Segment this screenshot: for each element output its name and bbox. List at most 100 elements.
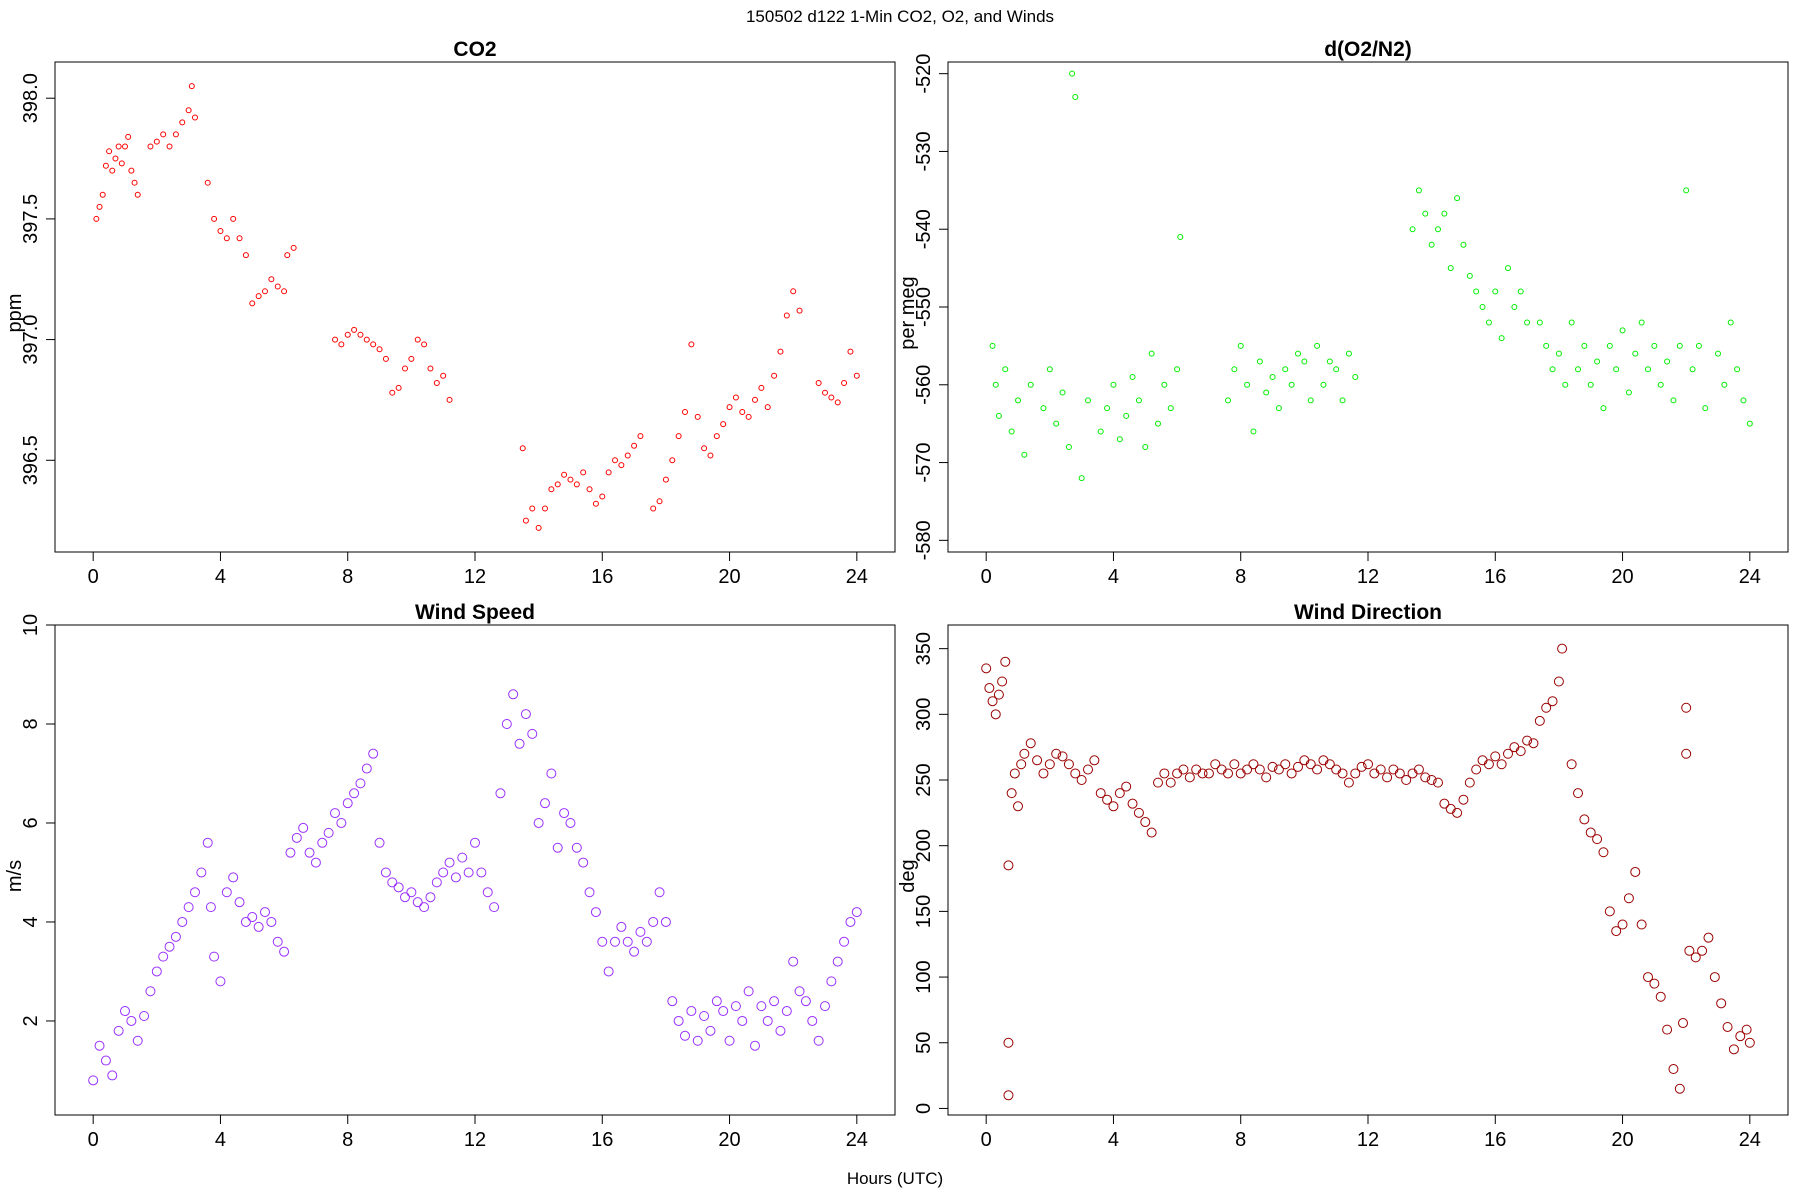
wind-direction-data-point: [1089, 755, 1100, 766]
wind-direction-data-point: [1541, 702, 1552, 713]
wind-direction-data-point: [1146, 827, 1157, 838]
wind-direction-data-point: [1356, 761, 1367, 772]
wind-speed-data-point: [291, 832, 302, 843]
wind-speed-data-point: [234, 897, 245, 908]
wind-speed-data-point: [571, 842, 582, 853]
wind-direction-data-point: [1703, 932, 1714, 943]
co2-data-point: [153, 138, 160, 145]
o2-data-point: [1237, 342, 1244, 349]
o2-data-point: [1447, 265, 1454, 272]
wind-speed-data-point: [368, 748, 379, 759]
wind-direction-data-point: [1013, 801, 1023, 812]
wind-direction-data-point: [1604, 906, 1615, 917]
wind-direction-data-point: [1003, 860, 1014, 871]
wind-direction-title: Wind Direction: [1294, 601, 1442, 624]
wind-direction-data-point: [1019, 748, 1030, 759]
figure-title: 150502 d122 1-Min CO2, O2, and Winds: [746, 7, 1054, 26]
o2-data-point: [1435, 226, 1441, 233]
co2-data-point: [160, 131, 167, 138]
wind-direction-data-point: [987, 696, 998, 707]
wind-speed-data-point: [450, 872, 461, 883]
wind-direction-data-point: [1114, 788, 1125, 799]
wind-direction-data-point: [1477, 755, 1488, 766]
o2-data-point: [1613, 366, 1620, 373]
co2-data-point: [147, 143, 154, 150]
o2-data-point: [1135, 397, 1142, 404]
o2-data-point: [1104, 405, 1111, 412]
wind-speed-data-point: [641, 936, 652, 947]
o2-points: [989, 70, 1753, 482]
co2-data-point: [125, 133, 132, 140]
wind-speed-data-point: [552, 842, 563, 853]
o2-data-point: [1345, 350, 1352, 357]
o2-y-tick-label: -560: [913, 365, 935, 405]
wind-direction-data-point: [1038, 768, 1049, 779]
o2-x-tick-label: 24: [1739, 566, 1761, 588]
co2-data-point: [166, 143, 173, 150]
o2-data-point: [1645, 366, 1651, 373]
o2-data-point: [1301, 358, 1308, 365]
co2-data-point: [281, 288, 288, 295]
wind-direction-data-point: [1420, 772, 1431, 783]
o2-y-tick-label: -570: [913, 443, 935, 483]
wind-speed-data-point: [501, 718, 512, 729]
wind-speed-data-point: [648, 916, 659, 927]
co2-data-point: [338, 341, 345, 348]
co2-y-tick-label: 398.0: [20, 73, 42, 123]
wind-speed-data-point: [730, 1001, 741, 1012]
co2-data-point: [815, 380, 822, 387]
o2-data-point: [1727, 319, 1734, 326]
co2-data-point: [586, 486, 593, 493]
wind-speed-data-point: [196, 867, 207, 878]
co2-data-point: [376, 346, 383, 353]
wind-speed-data-point: [393, 882, 404, 893]
o2-data-point: [1562, 381, 1569, 388]
wind-speed-data-point: [120, 1006, 130, 1017]
o2-data-point: [1320, 381, 1327, 388]
wind-direction-y-tick-label: 250: [913, 763, 935, 796]
o2-data-point: [1676, 342, 1683, 349]
co2-data-point: [519, 445, 526, 452]
o2-data-point: [1632, 350, 1639, 357]
o2-data-point: [1746, 420, 1753, 427]
co2-data-point: [188, 83, 195, 90]
wind-speed-data-point: [851, 907, 862, 918]
wind-direction-data-point: [1611, 926, 1622, 937]
wind-direction-data-point: [1553, 676, 1564, 687]
wind-direction-data-point: [1503, 748, 1513, 759]
co2-data-point: [853, 372, 860, 379]
co2-x-tick-label: 12: [464, 566, 486, 588]
wind-direction-data-point: [1681, 702, 1692, 713]
wind-direction-data-point: [1197, 768, 1208, 779]
wind-direction-data-point: [1452, 807, 1463, 818]
wind-speed-data-point: [151, 966, 162, 977]
o2-data-point: [1555, 350, 1562, 357]
co2-title: CO2: [453, 38, 496, 61]
wind-direction-data-point: [1458, 794, 1469, 805]
wind-direction-data-point: [1299, 755, 1310, 766]
o2-data-point: [1027, 381, 1034, 388]
o2-panel: d(O2/N2) per meg 0 4 8 12 16 20 24 -580 -570 -560 -5…: [897, 38, 1789, 588]
co2-data-point: [363, 336, 370, 343]
wind-direction-data-point: [1375, 764, 1386, 775]
o2-data-point: [1594, 358, 1601, 365]
wind-direction-data-point: [1076, 775, 1087, 786]
wind-speed-data-point: [221, 887, 232, 898]
o2-data-point: [1015, 397, 1021, 404]
wind-direction-data-point: [1509, 742, 1520, 753]
co2-x-tick-label: 4: [215, 566, 226, 588]
wind-speed-data-point: [336, 817, 347, 828]
o2-data-point: [1046, 366, 1053, 373]
wind-direction-data-point: [1636, 919, 1647, 930]
wind-direction-x-tick-label: 4: [1108, 1129, 1119, 1151]
o2-x-tick-label: 20: [1611, 566, 1633, 588]
o2-data-point: [1695, 342, 1702, 349]
wind-direction-data-point: [1674, 1083, 1685, 1094]
wind-speed-data-point: [355, 778, 366, 789]
o2-data-point: [1333, 366, 1340, 373]
wind-speed-data-point: [158, 951, 169, 962]
co2-data-point: [332, 336, 338, 343]
co2-y-tick-label: 397.0: [20, 315, 42, 365]
co2-data-point: [605, 469, 612, 476]
o2-data-point: [1549, 366, 1556, 373]
